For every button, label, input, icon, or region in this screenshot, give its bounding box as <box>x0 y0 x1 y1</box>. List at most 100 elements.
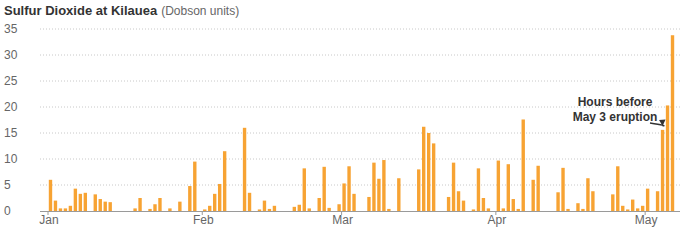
bar <box>99 199 102 211</box>
annotation: May 3 eruption <box>573 110 658 124</box>
bar <box>377 179 380 211</box>
x-tick-label: May <box>635 213 658 227</box>
y-tick-label: 15 <box>4 126 18 140</box>
bar <box>248 193 251 211</box>
bar <box>318 198 321 211</box>
bar <box>59 208 62 211</box>
annotation: Hours before <box>578 95 653 109</box>
bar <box>273 206 276 211</box>
bar <box>646 189 649 211</box>
bar <box>69 206 72 211</box>
bar <box>447 197 450 211</box>
bar <box>581 209 584 211</box>
y-tick-label: 30 <box>4 48 18 62</box>
bar <box>178 202 181 211</box>
grid-line <box>40 55 680 56</box>
x-tick-label: Apr <box>488 213 507 227</box>
y-tick-label: 0 <box>4 204 11 218</box>
bar <box>422 127 425 211</box>
bar <box>531 180 534 211</box>
bar <box>337 204 340 211</box>
grid-line <box>40 29 680 30</box>
bar <box>641 206 644 211</box>
bar <box>586 178 589 211</box>
bar <box>153 204 156 211</box>
bar <box>342 183 345 211</box>
bar <box>208 206 211 211</box>
y-tick-label: 5 <box>4 178 11 192</box>
x-tick-label: Feb <box>193 213 214 227</box>
bar <box>327 208 330 211</box>
bar <box>168 208 171 211</box>
bar <box>512 199 515 211</box>
bar <box>507 164 510 211</box>
bar <box>268 209 271 211</box>
bar <box>397 178 400 211</box>
bar <box>556 192 559 211</box>
bar <box>263 201 266 211</box>
bar <box>49 180 52 211</box>
bar <box>203 209 206 211</box>
bar <box>452 163 455 211</box>
bar <box>133 208 136 211</box>
bar <box>626 209 629 211</box>
y-tick-label: 10 <box>4 152 18 166</box>
y-tick-label: 20 <box>4 100 18 114</box>
x-tick-label: Mar <box>332 213 353 227</box>
chart: Sulfur Dioxide at Kilauea(Dobson units) 0… <box>0 0 700 228</box>
bar <box>54 201 57 211</box>
y-label: (Dobson units) <box>161 4 239 18</box>
bar <box>382 160 385 211</box>
bar <box>298 205 301 211</box>
bar <box>94 194 97 211</box>
grid-line <box>40 159 680 160</box>
bar <box>502 208 505 211</box>
bar <box>158 198 161 211</box>
bar <box>661 130 664 211</box>
bar <box>666 105 669 211</box>
bar <box>671 35 674 211</box>
bar <box>566 209 569 211</box>
bar <box>308 208 311 211</box>
bar <box>104 202 107 211</box>
bar <box>517 209 520 211</box>
bar <box>347 166 350 211</box>
y-tick-label: 25 <box>4 74 18 88</box>
bar <box>258 209 261 211</box>
bar <box>631 200 634 211</box>
annotation-arrowhead <box>659 119 666 126</box>
bar <box>616 166 619 211</box>
bar <box>372 163 375 211</box>
bar <box>64 208 67 211</box>
bar <box>79 194 82 211</box>
grid-line <box>40 185 680 186</box>
bar <box>482 198 485 211</box>
grid-line <box>40 133 680 134</box>
bar <box>487 208 490 211</box>
bar <box>417 169 420 211</box>
bar <box>352 194 355 211</box>
x-tick-label: Jan <box>39 213 58 227</box>
bar <box>188 186 191 211</box>
bars <box>49 35 674 211</box>
bar <box>611 194 614 211</box>
bar <box>193 162 196 211</box>
bar <box>223 151 226 211</box>
bar <box>293 207 296 211</box>
bar <box>387 209 390 211</box>
bar <box>367 197 370 211</box>
bar <box>477 168 480 211</box>
title: Sulfur Dioxide at Kilauea <box>4 3 158 18</box>
bar <box>457 191 460 211</box>
bar <box>656 191 659 211</box>
bar <box>74 189 77 211</box>
bar <box>322 167 325 211</box>
bar <box>427 133 430 211</box>
bar <box>218 184 221 211</box>
bar <box>303 168 306 211</box>
bar <box>497 161 500 211</box>
bar <box>561 168 564 211</box>
grid-line <box>40 81 680 82</box>
bar <box>591 191 594 211</box>
bar <box>213 194 216 211</box>
